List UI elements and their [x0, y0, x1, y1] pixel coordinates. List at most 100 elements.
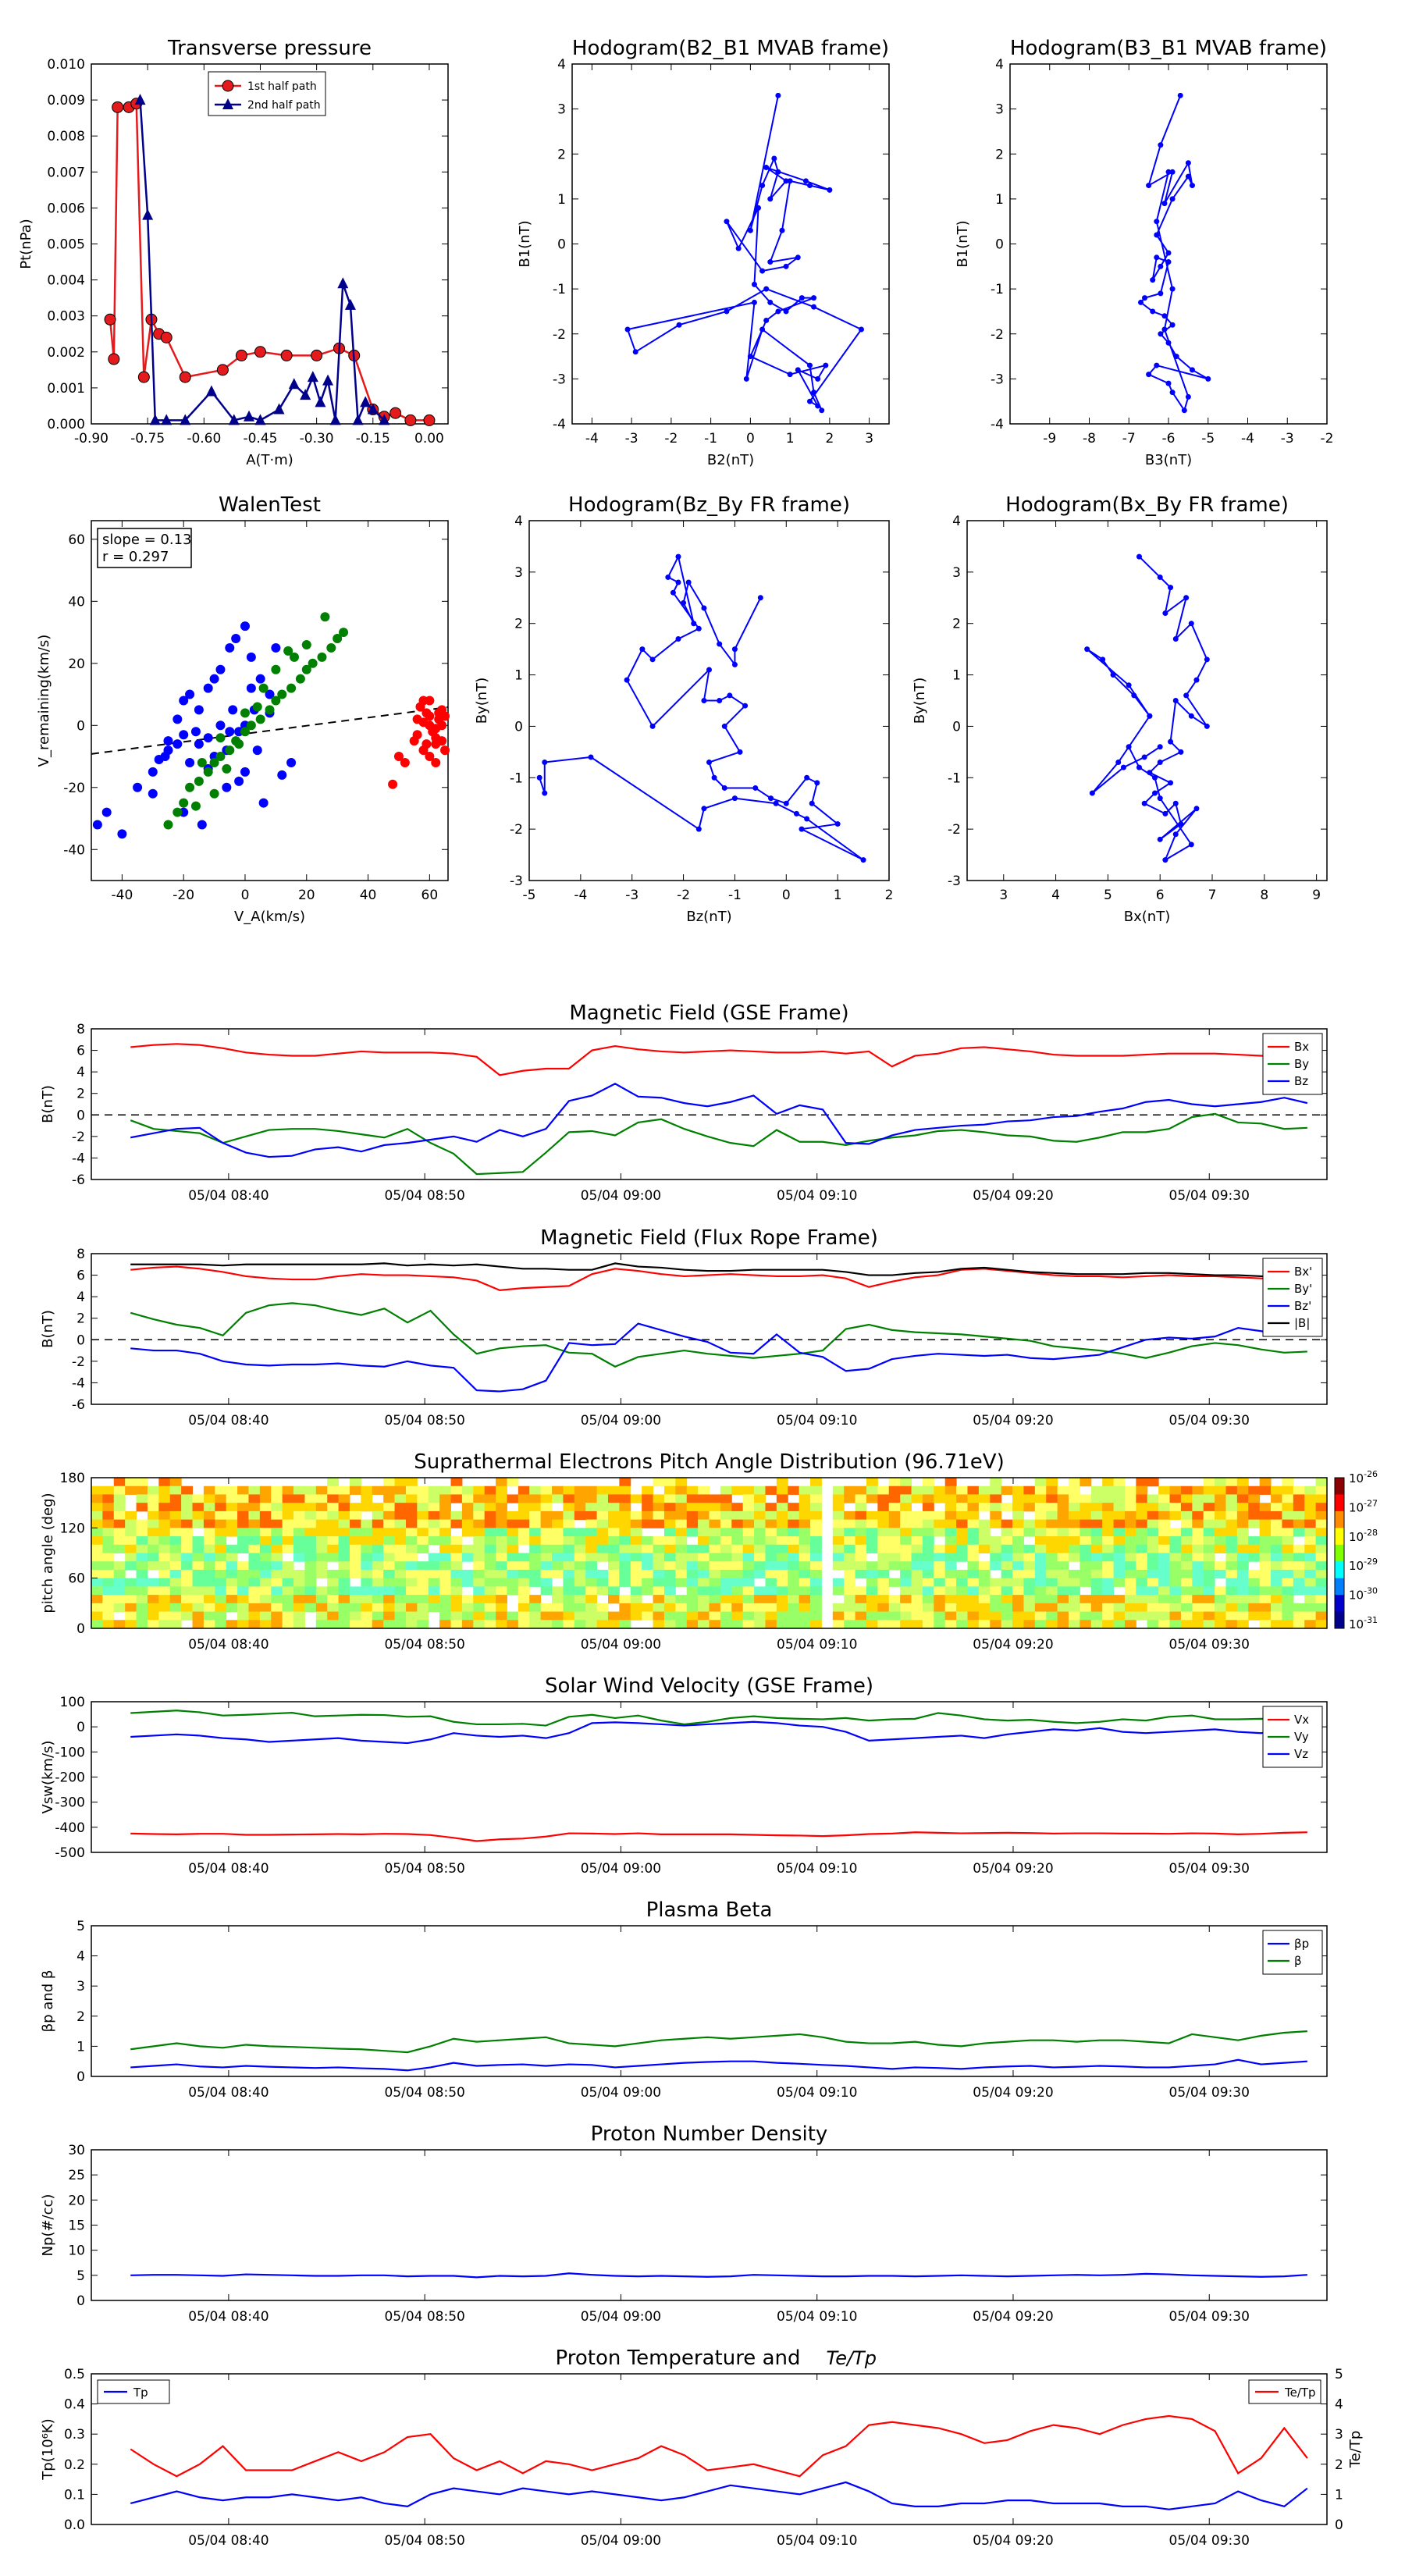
heatmap-cell	[304, 1553, 317, 1562]
y-tick-label: -300	[55, 1795, 85, 1811]
heatmap-cell	[192, 1519, 205, 1528]
heatmap-cell	[372, 1485, 384, 1495]
heatmap-cell	[496, 1620, 507, 1629]
heatmap-cell	[1236, 1578, 1249, 1587]
hodogram-point	[799, 295, 805, 301]
heatmap-cell	[765, 1536, 777, 1546]
heatmap-cell	[383, 1553, 396, 1562]
scatter-point	[246, 720, 256, 731]
heatmap-cell	[215, 1503, 227, 1512]
y-tick-label: -6	[72, 1172, 85, 1188]
heatmap-cell	[698, 1536, 710, 1546]
heatmap-cell	[439, 1595, 452, 1604]
heatmap-cell	[1124, 1595, 1136, 1604]
heatmap-cell	[844, 1561, 856, 1571]
y-tick-label: -3	[991, 372, 1004, 387]
heatmap-cell	[630, 1586, 642, 1596]
heatmap-cell	[731, 1528, 744, 1537]
scatter-point	[252, 702, 262, 712]
heatmap-cell	[1080, 1503, 1092, 1512]
heatmap-cell	[136, 1519, 148, 1528]
heatmap-cell	[518, 1611, 530, 1621]
heatmap-cell	[394, 1478, 407, 1487]
heatmap-cell	[585, 1519, 598, 1528]
heatmap-cell	[731, 1586, 744, 1596]
heatmap-cell	[810, 1586, 822, 1596]
heatmap-cell	[1057, 1503, 1069, 1512]
scatter-point	[92, 820, 102, 830]
data-point	[134, 94, 146, 105]
heatmap-cell	[1180, 1569, 1193, 1579]
heatmap-cell	[1282, 1485, 1294, 1495]
heatmap-cell	[844, 1595, 856, 1604]
scatter-point	[425, 711, 435, 721]
legend-label: Vz	[1294, 1747, 1308, 1761]
heatmap-cell	[653, 1478, 665, 1487]
heatmap-cell	[653, 1553, 665, 1562]
y-tick-label: 0.002	[47, 345, 85, 361]
heatmap-cell	[484, 1586, 496, 1596]
heatmap-cell	[1102, 1561, 1115, 1571]
hodogram-point	[1152, 774, 1158, 781]
heatmap-cell	[855, 1620, 867, 1629]
heatmap-cell	[832, 1536, 845, 1546]
heatmap-cell	[125, 1544, 137, 1553]
heatmap-cell	[338, 1510, 350, 1521]
heatmap-cell	[1090, 1528, 1103, 1537]
heatmap-cell	[1203, 1519, 1215, 1528]
heatmap-cell	[102, 1528, 115, 1537]
scatter-point	[148, 767, 158, 777]
heatmap-cell	[1203, 1561, 1215, 1571]
heatmap-cell	[383, 1544, 396, 1553]
heatmap-cell	[607, 1544, 620, 1553]
heatmap-cell	[1225, 1586, 1238, 1596]
heatmap-cell	[1080, 1510, 1092, 1521]
heatmap-cell	[439, 1603, 452, 1613]
heatmap-cell	[653, 1603, 665, 1613]
heatmap-cell	[315, 1503, 328, 1512]
chart-title: Plasma Beta	[646, 1898, 773, 1922]
hodogram-point	[701, 605, 707, 611]
heatmap-cell	[529, 1485, 542, 1495]
heatmap-cell	[642, 1561, 654, 1571]
heatmap-cell	[282, 1510, 294, 1521]
heatmap-cell	[619, 1494, 631, 1503]
heatmap-cell	[731, 1603, 744, 1613]
heatmap-cell	[394, 1553, 407, 1562]
heatmap-cell	[327, 1603, 340, 1613]
heatmap-cell	[686, 1494, 699, 1503]
heatmap-cell	[226, 1553, 238, 1562]
y-axis-label: V_remaining(km/s)	[36, 635, 52, 767]
heatmap-cell	[552, 1536, 564, 1546]
heatmap-cell	[529, 1578, 542, 1587]
heatmap-cell	[799, 1494, 811, 1503]
y-tick-label: -3	[510, 873, 523, 889]
heatmap-cell	[663, 1519, 676, 1528]
heatmap-cell	[978, 1569, 991, 1579]
heatmap-cell	[1102, 1519, 1115, 1528]
heatmap-cell	[192, 1544, 205, 1553]
heatmap-cell	[405, 1478, 418, 1487]
scatter-point	[160, 752, 170, 762]
heatmap-cell	[1259, 1485, 1272, 1495]
hodogram-point	[1188, 621, 1194, 627]
heatmap-cell	[552, 1620, 564, 1629]
heatmap-cell	[585, 1595, 598, 1604]
heatmap-cell	[282, 1611, 294, 1621]
hodogram-point	[701, 698, 707, 703]
heatmap-cell	[552, 1510, 564, 1521]
heatmap-cell	[1282, 1536, 1294, 1546]
heatmap-cell	[1192, 1595, 1204, 1604]
y-axis-label: B(nT)	[40, 1310, 56, 1348]
heatmap-cell	[1046, 1494, 1058, 1503]
heatmap-cell	[1259, 1561, 1272, 1571]
x-tick-label: 05/04 09:20	[973, 1637, 1053, 1653]
heatmap-cell	[237, 1494, 249, 1503]
x-tick-label: 05/04 09:10	[777, 1637, 857, 1653]
heatmap-cell	[1069, 1544, 1080, 1553]
heatmap-cell	[1012, 1553, 1024, 1562]
heatmap-cell	[1023, 1528, 1036, 1537]
heatmap-cell	[484, 1561, 496, 1571]
heatmap-cell	[799, 1578, 811, 1587]
heatmap-cell	[552, 1485, 564, 1495]
